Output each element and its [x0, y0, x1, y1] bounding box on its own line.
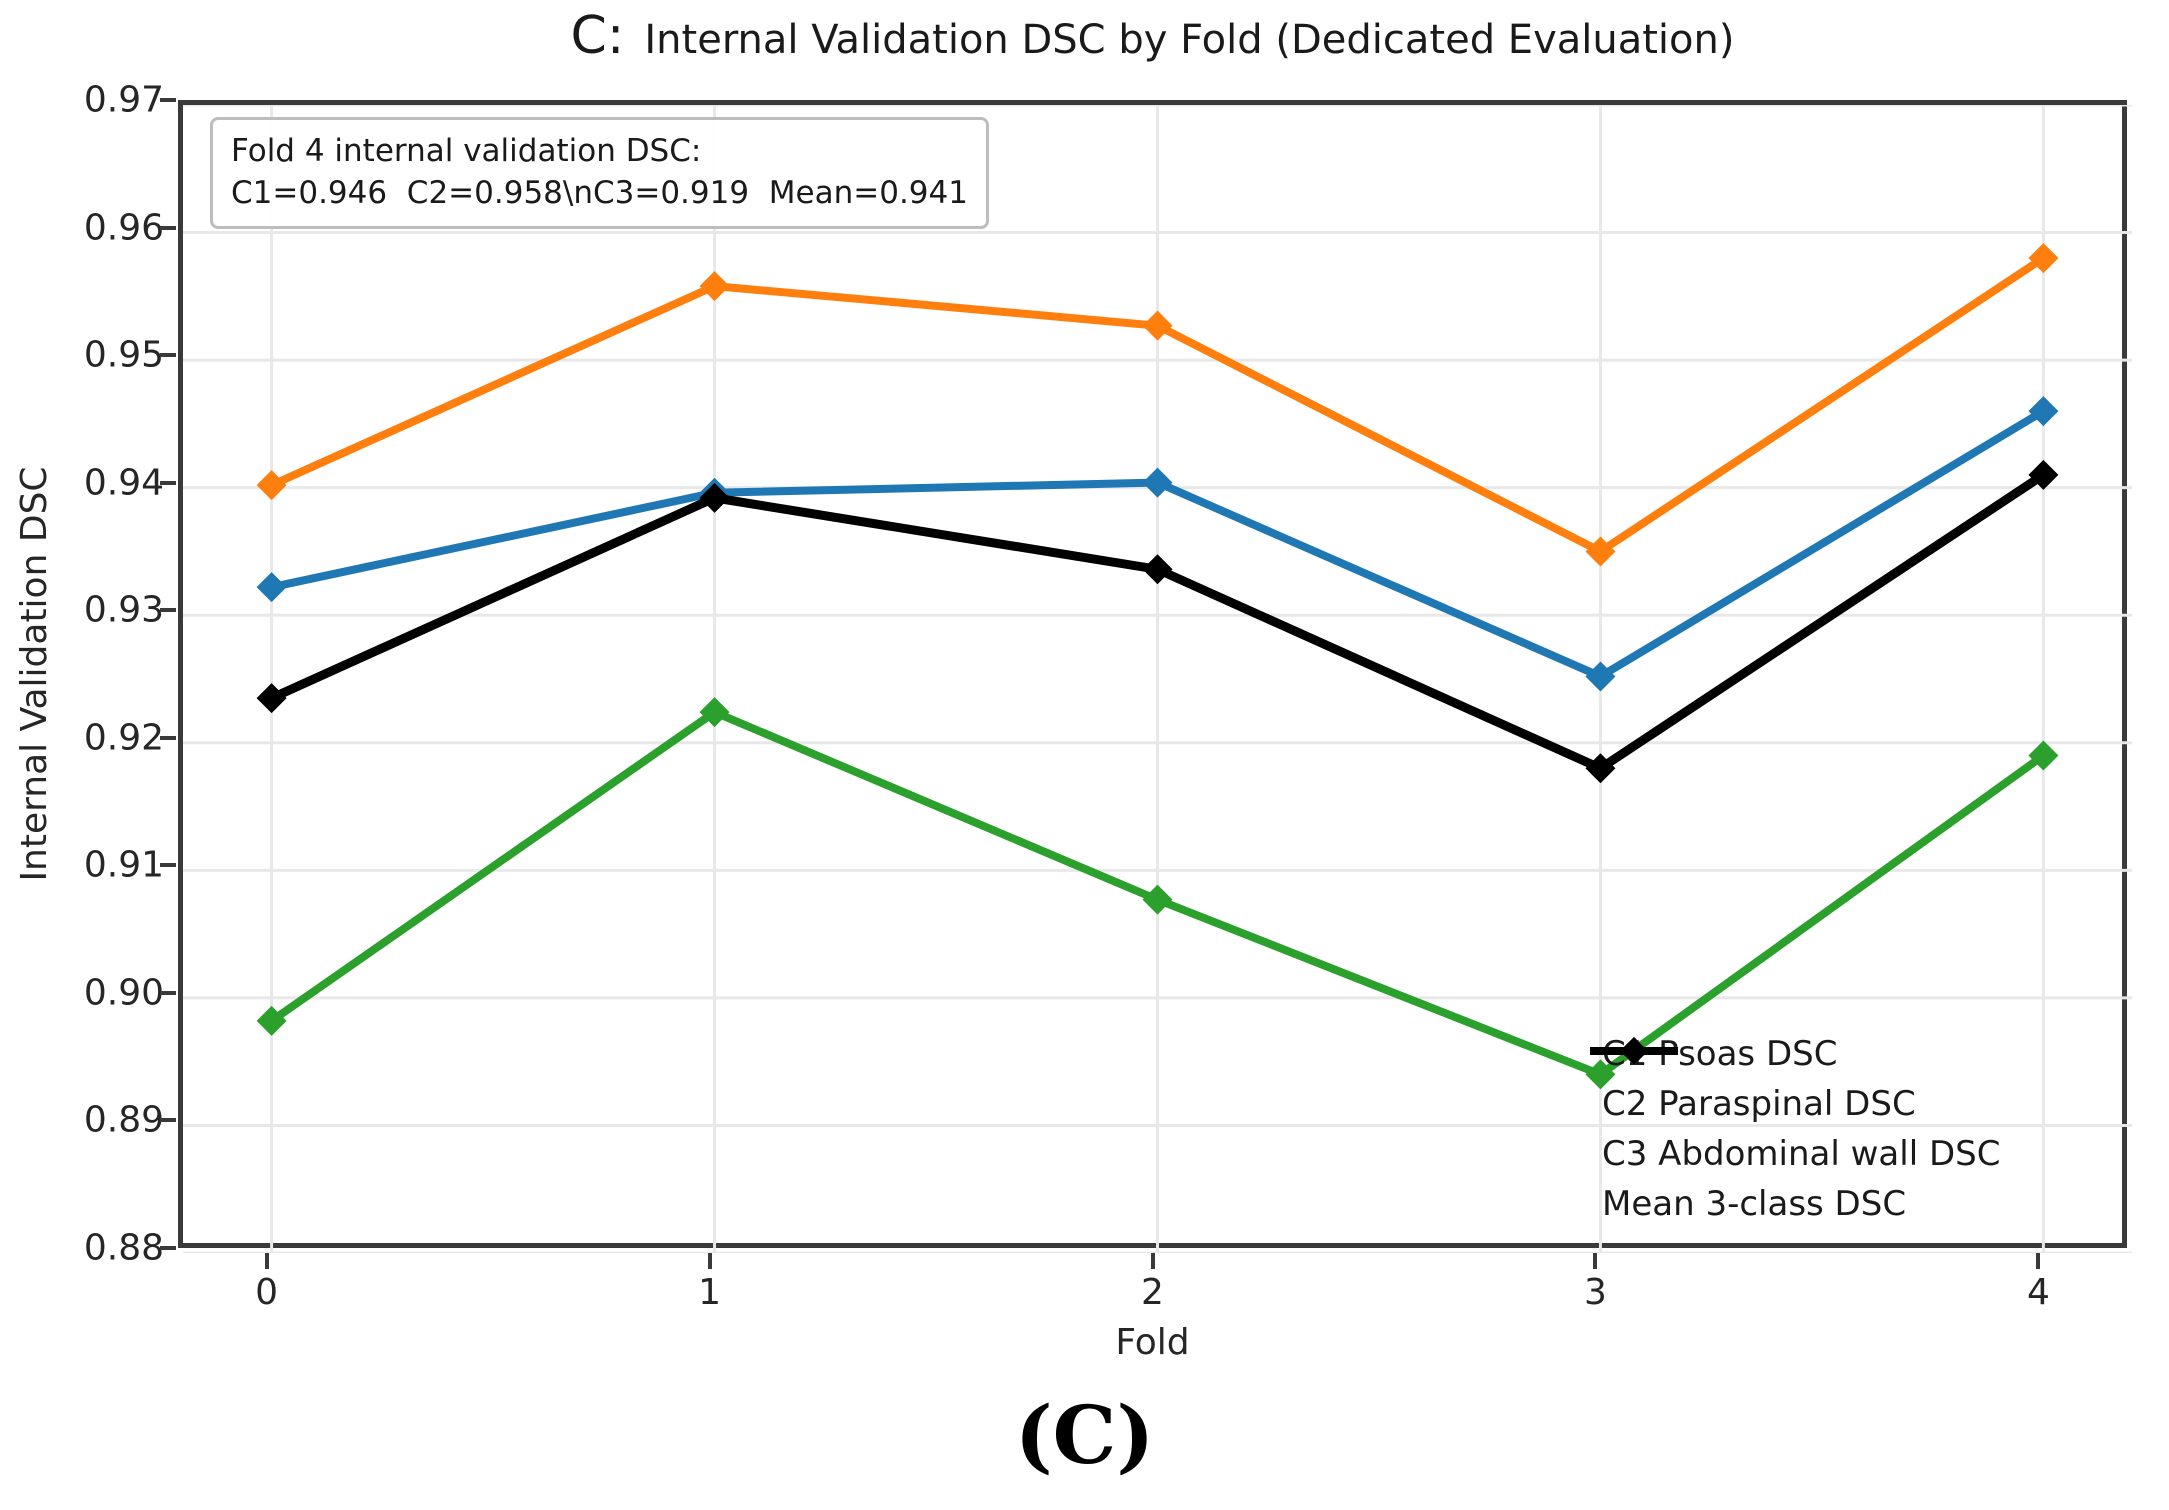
legend-marker-mean-3-class-dsc — [1590, 1037, 1678, 1065]
data-point-c3-abdominal-wall-dsc-fold-1 — [699, 697, 730, 728]
y-tick-label-0.94: 0.94 — [83, 462, 164, 504]
legend-item-c3-abdominal-wall-dsc: C3 Abdominal wall DSC — [1588, 1037, 2001, 1179]
annotation-box: Fold 4 internal validation DSC: C1=0.946… — [210, 117, 989, 229]
x-tick-label-4: 4 — [2026, 1272, 2050, 1313]
data-point-c2-paraspinal-dsc-fold-0 — [256, 470, 287, 501]
y-axis-label: Internal Validation DSC — [14, 466, 55, 882]
plot-area: Fold 4 internal validation DSC: C1=0.946… — [178, 100, 2132, 1253]
y-tick-mark — [160, 990, 176, 995]
x-tick-mark — [707, 1253, 712, 1269]
data-point-c2-paraspinal-dsc-fold-3 — [1585, 536, 1616, 567]
panel-label: C: — [570, 6, 625, 66]
x-tick-mark — [264, 1253, 269, 1269]
y-tick-label-0.91: 0.91 — [83, 844, 164, 886]
chart-title: C: Internal Validation DSC by Fold (Dedi… — [178, 6, 2127, 66]
data-point-c3-abdominal-wall-dsc-fold-4 — [2028, 740, 2059, 771]
data-point-c1-psoas-dsc-fold-2 — [1142, 467, 1173, 498]
legend-item-mean-3-class-dsc: Mean 3-class DSC — [1588, 1037, 2000, 1229]
data-point-c1-psoas-dsc-fold-4 — [2028, 396, 2059, 427]
y-tick-label-0.93: 0.93 — [83, 589, 164, 631]
y-tick-label-0.96: 0.96 — [83, 207, 164, 249]
data-point-c3-abdominal-wall-dsc-fold-2 — [1142, 884, 1173, 915]
y-tick-mark — [160, 1118, 176, 1123]
y-tick-label-0.88: 0.88 — [83, 1227, 164, 1269]
y-tick-label-0.92: 0.92 — [83, 717, 164, 759]
data-point-c2-paraspinal-dsc-fold-2 — [1142, 310, 1173, 341]
x-tick-mark — [1150, 1253, 1155, 1269]
x-tick-mark — [1593, 1253, 1598, 1269]
y-tick-mark — [160, 480, 176, 485]
data-point-c2-paraspinal-dsc-fold-4 — [2028, 243, 2059, 274]
x-tick-label-3: 3 — [1584, 1272, 1607, 1313]
legend-diamond-icon — [1620, 1037, 1648, 1065]
x-axis-label: Fold — [1115, 1322, 1190, 1363]
data-point-c1-psoas-dsc-fold-0 — [256, 572, 287, 603]
y-tick-mark — [160, 353, 176, 358]
legend-item-c2-paraspinal-dsc: C2 Paraspinal DSC — [1588, 1037, 2000, 1129]
x-tick-label-1: 1 — [698, 1272, 721, 1313]
x-tick-label-0: 0 — [255, 1272, 279, 1313]
y-tick-mark — [160, 98, 176, 102]
data-point-mean-3-class-dsc-fold-0 — [256, 683, 287, 714]
chart-plot-svg — [183, 105, 2132, 1253]
figure-caption: (C) — [1014, 1388, 1155, 1482]
chart-legend: C1 Psoas DSC C2 Paraspinal DSC C3 Abdomina… — [1588, 1029, 2000, 1229]
legend-label-c2-paraspinal-dsc: C2 Paraspinal DSC — [1602, 1084, 1916, 1124]
y-tick-mark — [160, 225, 176, 230]
legend-label-c3-abdominal-wall-dsc: C3 Abdominal wall DSC — [1602, 1134, 2001, 1174]
y-tick-label-0.90: 0.90 — [83, 972, 164, 1014]
data-point-c3-abdominal-wall-dsc-fold-3 — [1585, 1059, 1616, 1090]
y-tick-label-0.89: 0.89 — [83, 1099, 164, 1141]
data-point-c1-psoas-dsc-fold-3 — [1585, 661, 1616, 692]
annotation-line2: C1=0.946 C2=0.958\nC3=0.919 Mean=0.941 — [231, 175, 968, 211]
y-tick-mark — [160, 608, 176, 613]
y-tick-mark — [160, 1246, 176, 1250]
legend-label-mean-3-class-dsc: Mean 3-class DSC — [1602, 1184, 1907, 1224]
y-tick-mark — [160, 735, 176, 740]
data-point-mean-3-class-dsc-fold-4 — [2028, 459, 2059, 490]
y-tick-mark — [160, 863, 176, 868]
data-point-mean-3-class-dsc-fold-1 — [699, 482, 730, 513]
data-point-c2-paraspinal-dsc-fold-1 — [699, 271, 730, 302]
data-point-mean-3-class-dsc-fold-2 — [1142, 554, 1173, 585]
data-point-c3-abdominal-wall-dsc-fold-0 — [256, 1005, 287, 1036]
x-tick-label-2: 2 — [1141, 1272, 1164, 1313]
chart-title-text: Internal Validation DSC by Fold (Dedicat… — [644, 17, 1735, 63]
y-tick-label-0.97: 0.97 — [83, 79, 164, 121]
data-point-mean-3-class-dsc-fold-3 — [1585, 753, 1616, 784]
y-tick-label-0.95: 0.95 — [83, 334, 164, 376]
annotation-line1: Fold 4 internal validation DSC: — [231, 133, 702, 169]
x-tick-mark — [2036, 1253, 2041, 1269]
